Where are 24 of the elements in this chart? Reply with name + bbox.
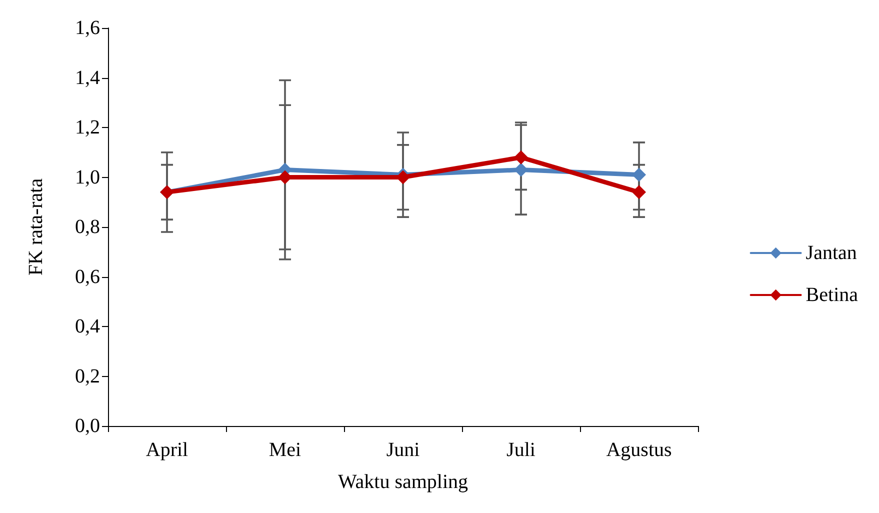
- point: [514, 162, 528, 177]
- point: [632, 185, 646, 200]
- x-tick-label: April: [146, 439, 189, 461]
- y-tick-label: 1,4: [75, 66, 100, 89]
- point: [396, 170, 410, 184]
- legend-label: Jantan: [806, 242, 857, 264]
- x-axis-title: Waktu sampling: [338, 471, 468, 493]
- point: [278, 170, 292, 184]
- x-tick-label: Mei: [268, 439, 302, 461]
- x-tick-label: Juni: [386, 439, 420, 461]
- y-tick-label: 1,6: [75, 17, 100, 39]
- point: [514, 150, 528, 164]
- y-tick-label: 0,2: [75, 365, 100, 388]
- point: [632, 168, 646, 182]
- legend-label: Betina: [806, 284, 858, 306]
- y-tick-label: 0,4: [75, 316, 100, 338]
- x-tick-label: Agustus: [606, 439, 672, 461]
- y-axis-title: FK rata-rata: [25, 178, 47, 276]
- y-tick-label: 0,8: [75, 216, 100, 238]
- y-tick-label: 0,6: [75, 266, 100, 288]
- x-tick-label: Juli: [506, 439, 536, 461]
- y-tick-label: 1,0: [75, 166, 100, 188]
- y-tick-label: 0,0: [75, 415, 100, 437]
- y-tick-label: 1,2: [75, 116, 100, 138]
